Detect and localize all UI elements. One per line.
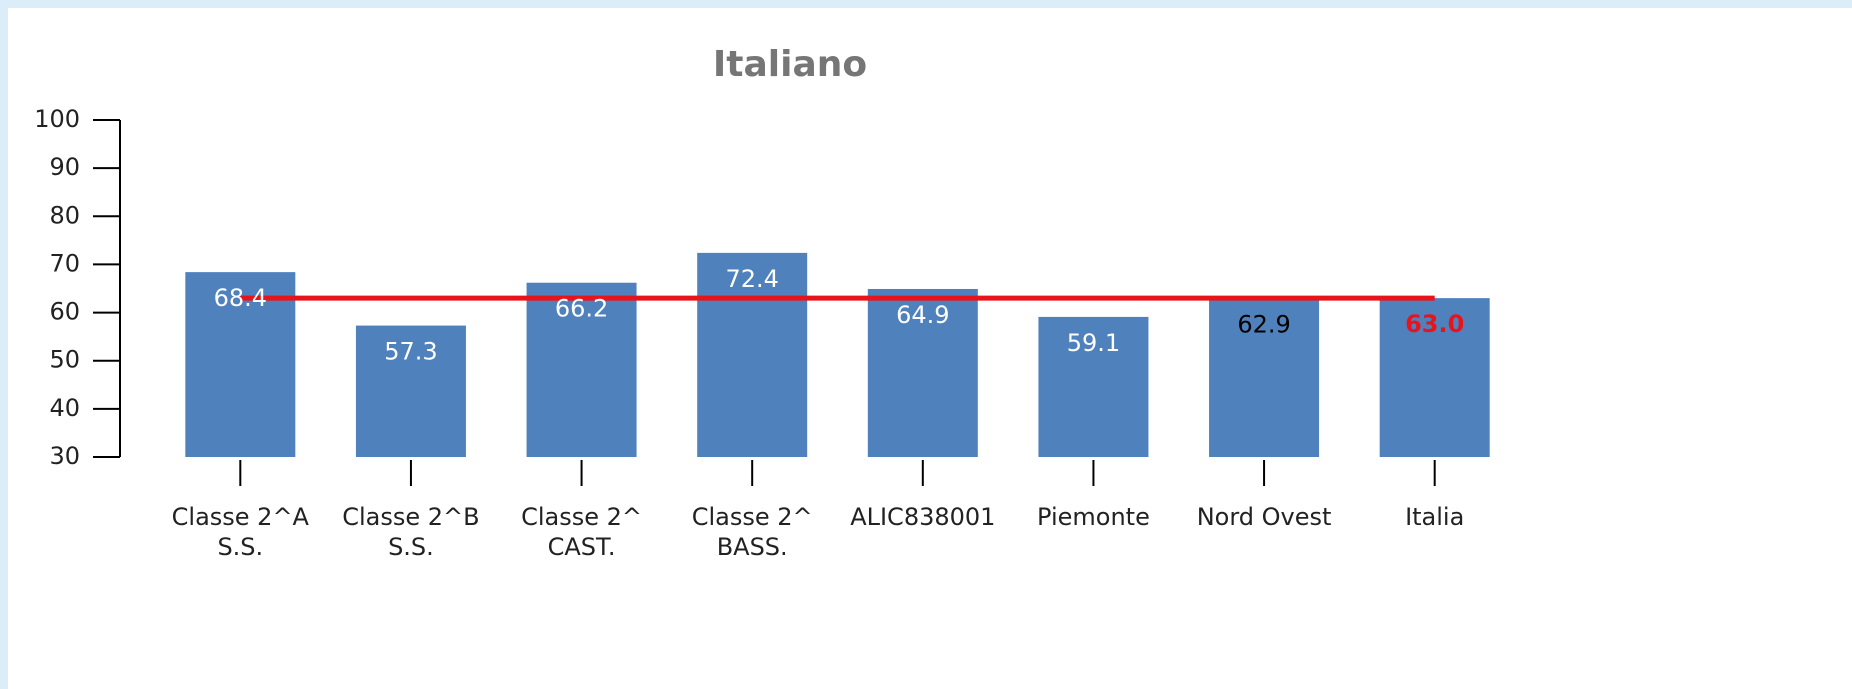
y-tick-label: 40 (49, 394, 80, 422)
x-tick-label: ALIC838001 (850, 503, 995, 531)
x-tick-label: S.S. (388, 533, 434, 561)
y-tick-label: 50 (49, 346, 80, 374)
x-tick-label: Italia (1405, 503, 1464, 531)
bar (867, 288, 978, 457)
bar (355, 325, 466, 457)
value-label: 57.3 (384, 338, 437, 366)
x-tick-label: S.S. (217, 533, 263, 561)
bar (1209, 298, 1320, 457)
x-tick-label: Nord Ovest (1197, 503, 1332, 531)
chart-title: Italiano (713, 44, 867, 85)
x-tick-label: BASS. (717, 533, 788, 561)
value-label: 63.0 (1405, 310, 1464, 338)
y-tick-label: 90 (49, 153, 80, 181)
bar (1379, 298, 1490, 457)
y-tick-label: 100 (34, 105, 80, 133)
x-tick-label: Piemonte (1037, 503, 1150, 531)
x-tick-label: Classe 2^ (692, 503, 813, 531)
y-tick-label: 30 (49, 442, 80, 470)
x-tick-label: Classe 2^B (342, 503, 479, 531)
bar (526, 282, 637, 457)
bar (1038, 316, 1149, 457)
x-tick-label: Classe 2^A (172, 503, 310, 531)
y-tick-label: 80 (49, 201, 80, 229)
value-label: 72.4 (725, 265, 778, 293)
bar (185, 272, 296, 457)
y-tick-label: 60 (49, 298, 80, 326)
value-label: 62.9 (1237, 311, 1290, 339)
value-label: 66.2 (555, 295, 608, 323)
y-tick-label: 70 (49, 249, 80, 277)
x-tick-label: CAST. (548, 533, 616, 561)
x-tick-label: Classe 2^ (521, 503, 642, 531)
value-label: 59.1 (1067, 329, 1120, 357)
value-label: 64.9 (896, 301, 949, 329)
value-label: 68.4 (214, 284, 267, 312)
bar (697, 252, 808, 457)
